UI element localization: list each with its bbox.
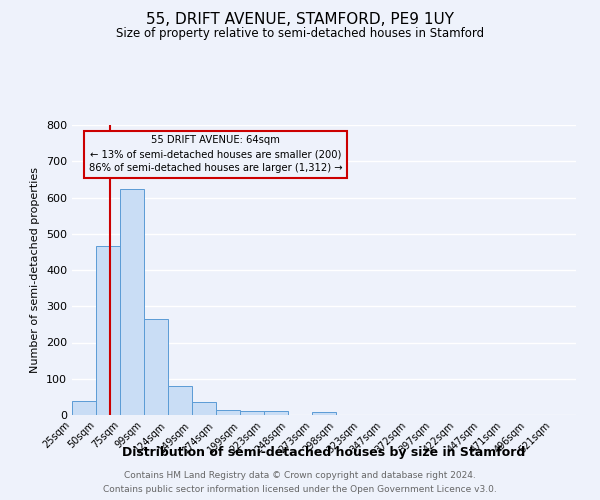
Bar xyxy=(72,401,96,415)
Text: Contains public sector information licensed under the Open Government Licence v3: Contains public sector information licen… xyxy=(103,484,497,494)
Bar xyxy=(168,386,192,415)
Text: Size of property relative to semi-detached houses in Stamford: Size of property relative to semi-detach… xyxy=(116,28,484,40)
Text: 55, DRIFT AVENUE, STAMFORD, PE9 1UY: 55, DRIFT AVENUE, STAMFORD, PE9 1UY xyxy=(146,12,454,28)
Text: Distribution of semi-detached houses by size in Stamford: Distribution of semi-detached houses by … xyxy=(122,446,526,459)
Bar xyxy=(192,402,216,415)
Bar xyxy=(143,319,168,415)
Bar xyxy=(96,246,121,415)
Bar xyxy=(216,410,241,415)
Text: Contains HM Land Registry data © Crown copyright and database right 2024.: Contains HM Land Registry data © Crown c… xyxy=(124,472,476,480)
Bar xyxy=(121,189,143,415)
Text: 55 DRIFT AVENUE: 64sqm
← 13% of semi-detached houses are smaller (200)
86% of se: 55 DRIFT AVENUE: 64sqm ← 13% of semi-det… xyxy=(89,135,343,173)
Bar xyxy=(241,412,263,415)
Bar xyxy=(312,412,336,415)
Bar xyxy=(263,412,288,415)
Y-axis label: Number of semi-detached properties: Number of semi-detached properties xyxy=(31,167,40,373)
